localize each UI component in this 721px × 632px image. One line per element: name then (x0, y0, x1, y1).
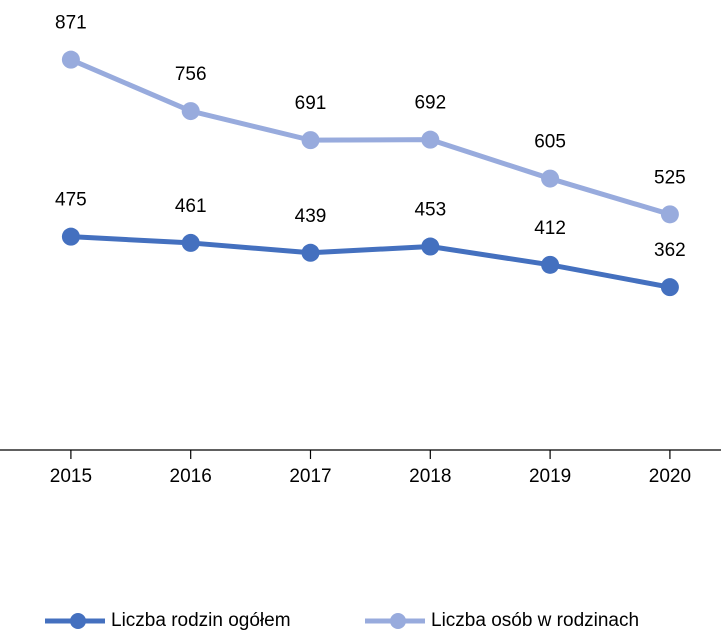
data-label: 756 (175, 64, 207, 85)
marker (301, 243, 320, 262)
legend-label: Liczba osób w rodzinach (431, 610, 639, 631)
x-tick-label: 2018 (409, 466, 451, 487)
line (70, 234, 671, 290)
data-label: 475 (55, 190, 87, 211)
x-tick-label: 2017 (289, 466, 331, 487)
marker (181, 102, 200, 121)
x-tick-label: 2015 (50, 466, 92, 487)
legend-marker (70, 613, 86, 629)
legend-label: Liczba rodzin ogółem (111, 610, 291, 631)
marker (301, 131, 320, 150)
marker (541, 169, 560, 188)
data-label: 439 (295, 206, 327, 227)
data-label: 453 (414, 200, 446, 221)
marker (541, 255, 560, 274)
data-label: 362 (654, 240, 686, 261)
legend-marker (390, 613, 406, 629)
marker (421, 237, 440, 256)
x-tick-label: 2020 (649, 466, 691, 487)
marker (660, 278, 679, 297)
x-tick-label: 2016 (170, 466, 212, 487)
data-label: 691 (295, 93, 327, 114)
data-label: 692 (414, 93, 446, 114)
marker (421, 130, 440, 149)
data-label: 461 (175, 196, 207, 217)
data-label: 871 (55, 13, 87, 34)
data-label: 605 (534, 132, 566, 153)
marker (660, 205, 679, 224)
line (69, 57, 671, 217)
marker (181, 233, 200, 252)
data-label: 525 (654, 167, 686, 188)
marker (61, 227, 80, 246)
data-label: 412 (534, 218, 566, 239)
marker (61, 50, 80, 69)
x-tick-label: 2019 (529, 466, 571, 487)
